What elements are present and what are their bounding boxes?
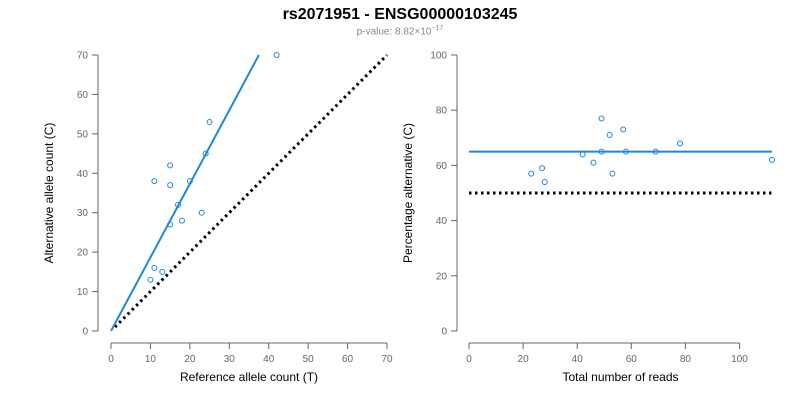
right-y-axis-label: Percentage alternative (C) xyxy=(401,123,415,263)
left-data-point xyxy=(273,52,280,58)
right-x-tick-label: 60 xyxy=(626,354,638,365)
left-x-axis-label: Reference allele count (T) xyxy=(180,370,318,384)
left-data-point xyxy=(167,162,174,169)
right-y-tick-label: 80 xyxy=(436,106,448,117)
left-data-point xyxy=(186,178,193,185)
right-data-point xyxy=(539,165,546,172)
right-data-point xyxy=(620,126,627,133)
left-data-point xyxy=(202,150,209,157)
left-y-axis-label: Alternative allele count (C) xyxy=(42,123,56,264)
left-x-tick-label: 20 xyxy=(184,354,196,365)
left-y-tick-label: 10 xyxy=(77,287,89,298)
right-data-point xyxy=(541,178,548,185)
left-fit-line xyxy=(110,54,260,332)
right-data-point xyxy=(606,132,613,139)
left-y-tick-label: 0 xyxy=(82,327,88,338)
right-data-point xyxy=(590,159,597,166)
right-x-tick-label: 0 xyxy=(466,354,472,365)
left-x-tick-label: 50 xyxy=(303,354,315,365)
left-data-point xyxy=(147,276,154,283)
left-data-point xyxy=(159,268,166,275)
left-x-tick-label: 30 xyxy=(224,354,236,365)
right-y-tick-label: 20 xyxy=(436,271,448,282)
right-x-tick-label: 80 xyxy=(680,354,692,365)
left-y-tick-label: 20 xyxy=(77,248,89,259)
right-data-point xyxy=(528,170,535,177)
p-value-exponent: −17 xyxy=(431,25,444,32)
left-y-tick-label: 30 xyxy=(77,208,89,219)
right-data-point xyxy=(769,156,775,163)
right-data-point xyxy=(677,140,684,147)
left-y-tick-label: 40 xyxy=(77,169,89,180)
left-data-point xyxy=(151,264,158,271)
left-data-point xyxy=(198,209,205,216)
right-x-axis-label: Total number of reads xyxy=(562,370,678,384)
right-y-tick-label: 40 xyxy=(436,216,448,227)
right-data-point xyxy=(609,170,616,177)
left-y-tick-label: 70 xyxy=(77,51,89,62)
right-data-point xyxy=(598,115,605,122)
left-data-point xyxy=(178,217,185,224)
right-y-tick-label: 100 xyxy=(430,51,447,62)
right-data-point xyxy=(622,148,629,155)
left-data-point xyxy=(151,178,158,185)
left-y-tick-label: 60 xyxy=(77,90,89,101)
right-y-tick-label: 60 xyxy=(436,161,448,172)
p-value-subtitle: p-value: 8.82×10−17 xyxy=(0,25,800,37)
left-data-point xyxy=(206,119,213,126)
left-data-point xyxy=(175,201,182,208)
right-x-tick-label: 100 xyxy=(731,354,748,365)
right-y-tick-label: 0 xyxy=(441,327,447,338)
left-data-point xyxy=(167,221,174,228)
left-x-tick-label: 10 xyxy=(145,354,157,365)
left-x-tick-label: 40 xyxy=(263,354,275,365)
right-data-point xyxy=(579,151,586,158)
right-x-tick-label: 40 xyxy=(572,354,584,365)
left-x-tick-label: 60 xyxy=(342,354,354,365)
chart-title: rs2071951 - ENSG00000103245 xyxy=(282,6,518,23)
right-x-tick-label: 20 xyxy=(518,354,530,365)
p-value-text: p-value: 8.82×10 xyxy=(356,26,432,38)
left-data-point xyxy=(167,182,174,189)
left-y-tick-label: 50 xyxy=(77,129,89,140)
left-x-tick-label: 0 xyxy=(108,354,114,365)
right-data-point xyxy=(598,148,605,155)
left-reference-line xyxy=(113,53,389,329)
left-x-tick-label: 70 xyxy=(381,354,393,365)
right-data-point xyxy=(652,148,659,155)
